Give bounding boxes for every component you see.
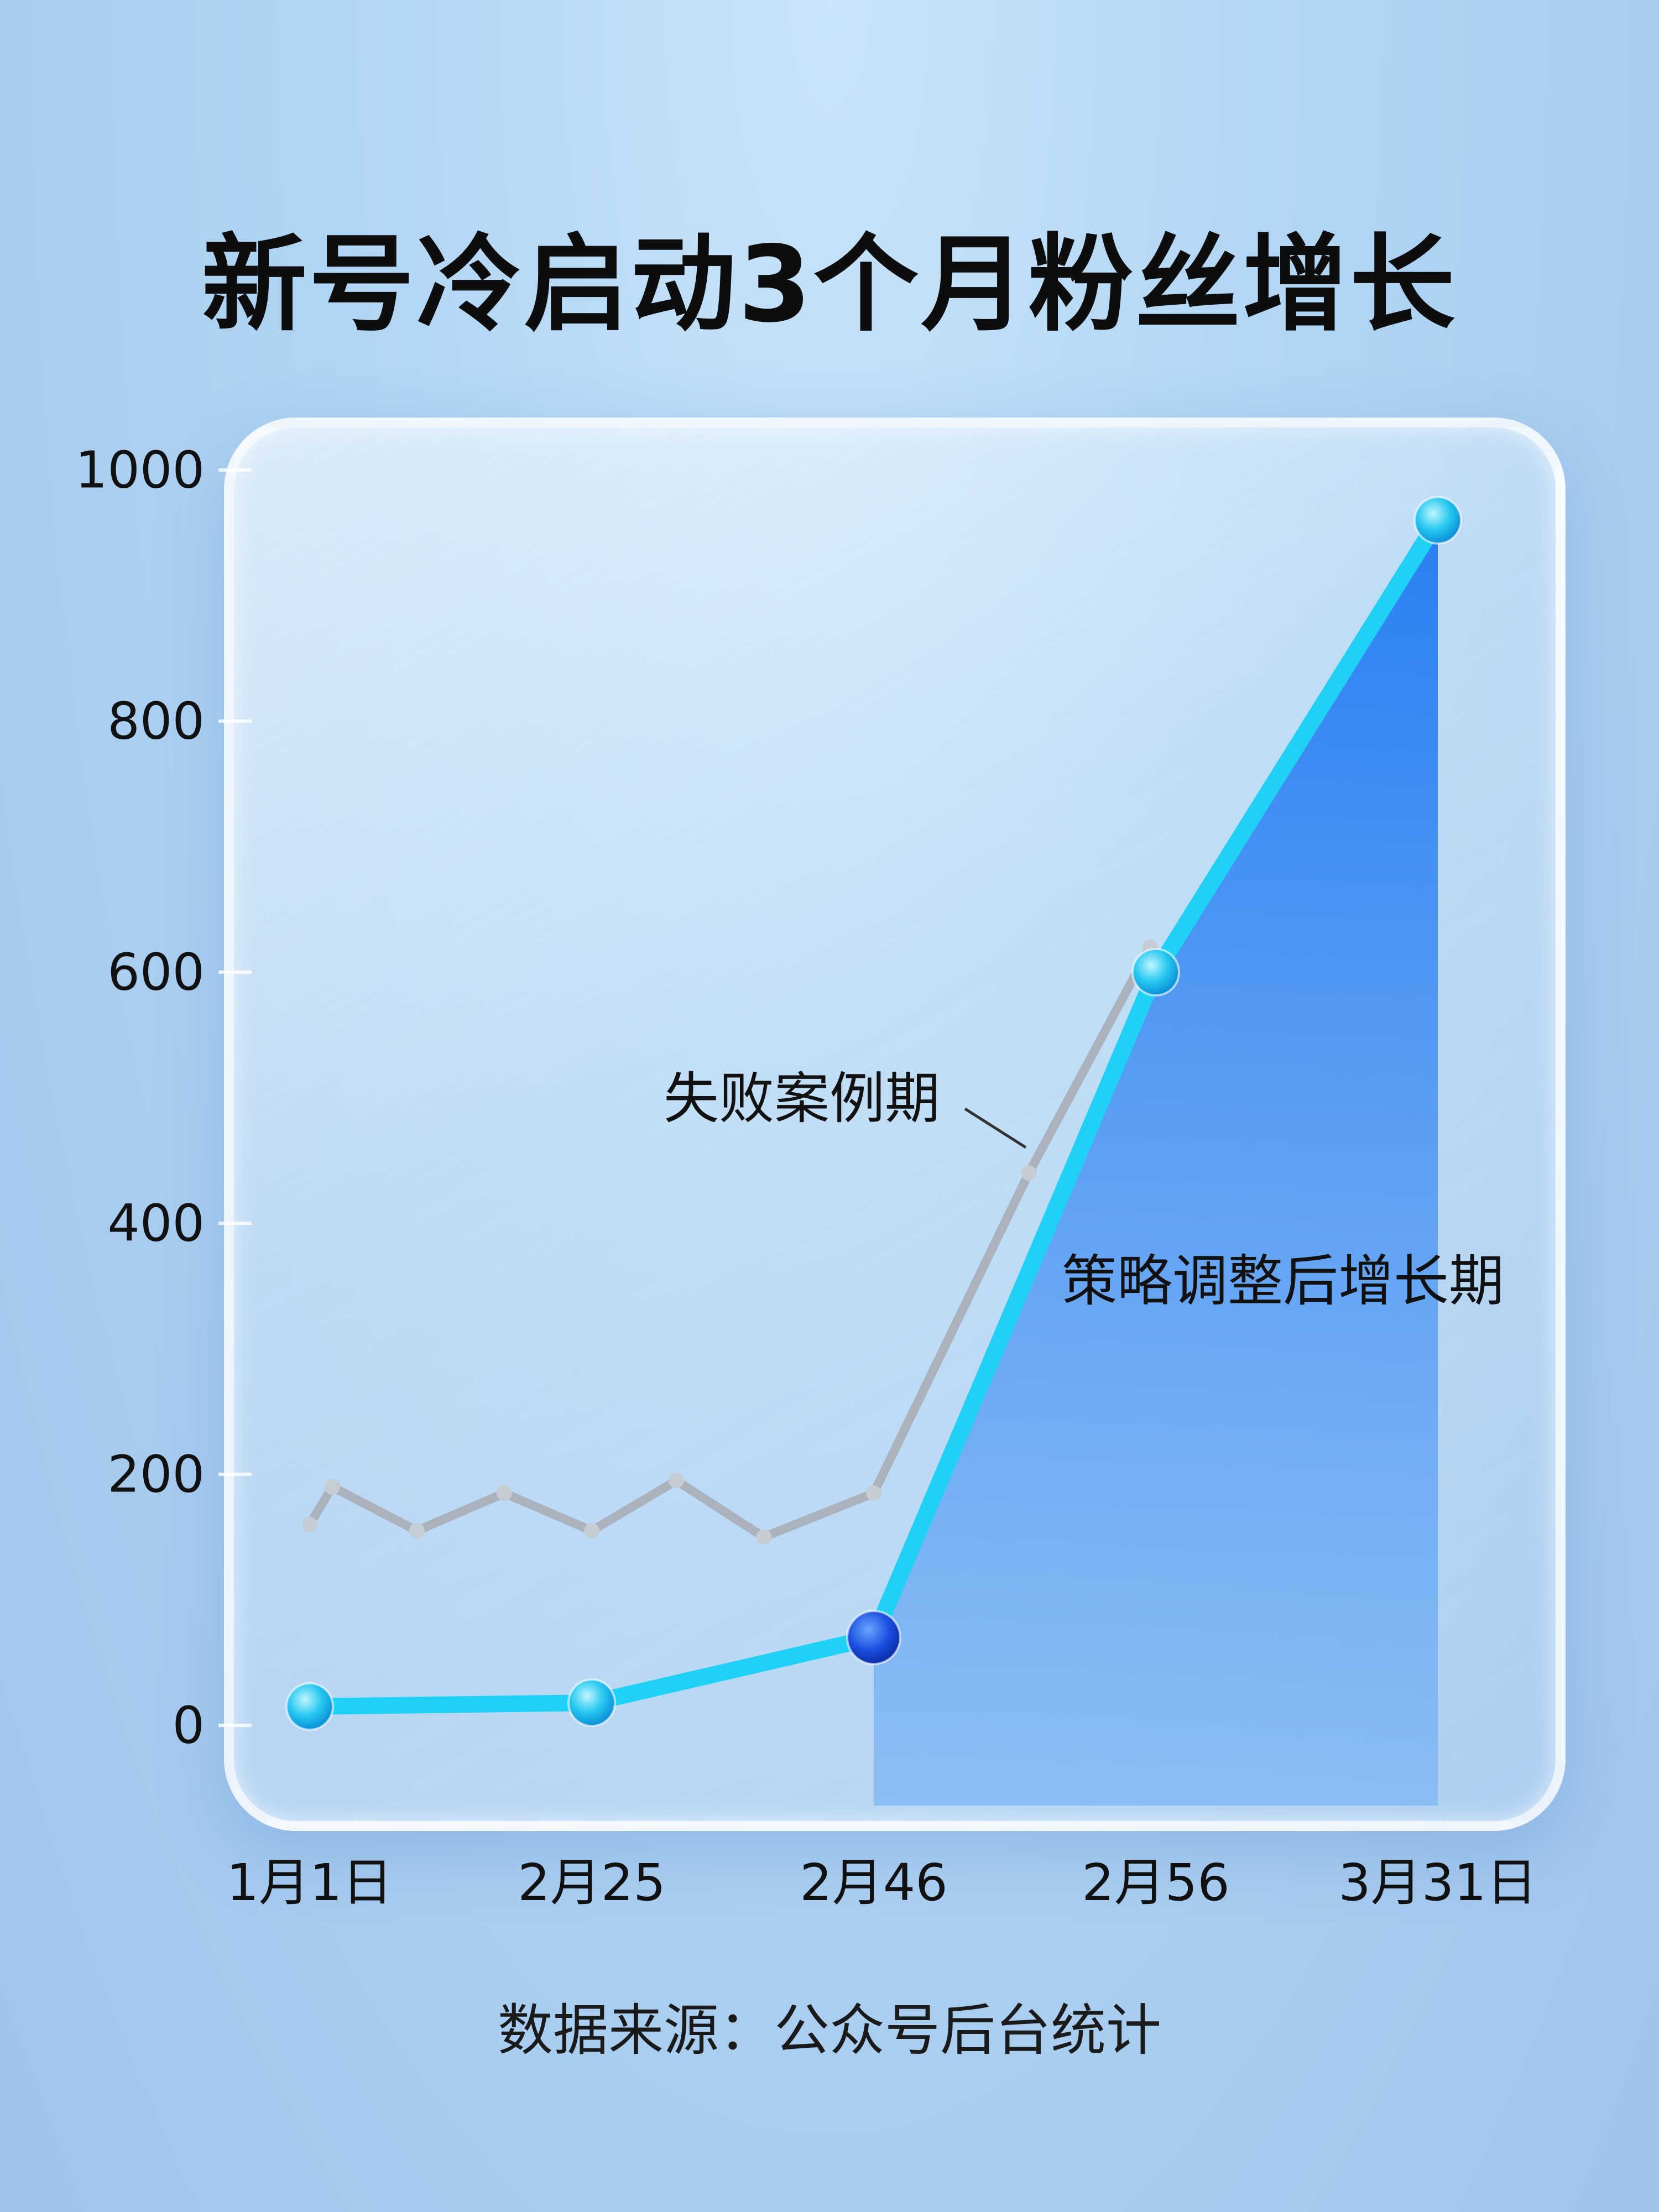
data-source-note: 数据来源：公众号后台统计	[498, 1998, 1161, 2063]
failure-series-point	[669, 1473, 684, 1489]
y-tick-label: 200	[107, 1444, 205, 1504]
failure-series-line	[305, 942, 1155, 1542]
annotation-failure-period: 失败案例期	[664, 1066, 940, 1131]
failure-series-point	[409, 1523, 425, 1539]
growth-series-point	[567, 1678, 616, 1728]
growth-area-fill	[874, 520, 1438, 1806]
failure-series-point	[1021, 1165, 1037, 1181]
failure-series-point	[496, 1485, 512, 1501]
x-tick-label: 3月31日	[1338, 1853, 1537, 1912]
failure-series-point	[756, 1529, 772, 1545]
growth-series-point	[1131, 948, 1180, 997]
failure-series-point	[324, 1479, 340, 1495]
x-tick-label: 2月25	[518, 1853, 666, 1912]
annotation-leader-line	[964, 1107, 1027, 1149]
x-tick-label: 2月56	[1082, 1853, 1230, 1912]
failure-series-point	[866, 1485, 881, 1501]
y-tick-label: 600	[107, 942, 205, 1002]
growth-series-point	[846, 1610, 901, 1666]
x-tick-label: 1月1日	[226, 1853, 393, 1912]
y-tick-label: 0	[172, 1695, 205, 1755]
annotation-growth-period: 策略调整后增长期	[1062, 1249, 1504, 1313]
chart-title: 新号冷启动3个月粉丝增长	[201, 223, 1458, 346]
x-tick-label: 2月46	[800, 1853, 948, 1912]
growth-series-point	[285, 1682, 334, 1731]
y-tick-label: 800	[107, 691, 205, 751]
y-tick-label: 400	[107, 1193, 205, 1253]
y-tick-label: 1000	[75, 440, 205, 500]
failure-series-point	[584, 1523, 599, 1539]
growth-series-point	[1413, 495, 1462, 545]
failure-series-point	[302, 1516, 317, 1532]
